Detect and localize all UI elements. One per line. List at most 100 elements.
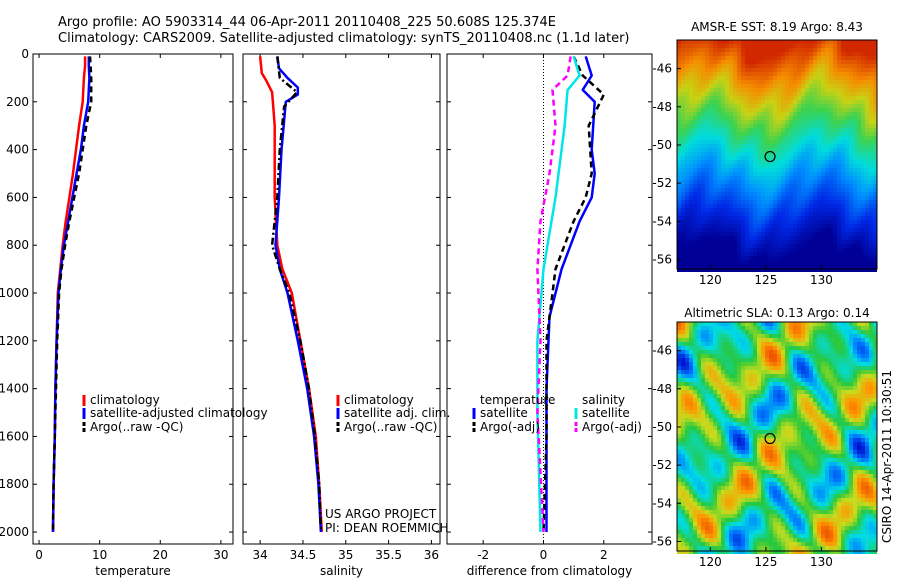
map-cell (829, 40, 833, 44)
map-cell (821, 252, 825, 256)
map-cell (853, 88, 857, 92)
map-cell (773, 422, 777, 426)
map-cell (813, 188, 817, 192)
map-cell (809, 204, 813, 208)
map-cell (781, 220, 785, 224)
map-cell (825, 268, 829, 272)
map-cell (741, 374, 745, 378)
map-cell (813, 418, 817, 422)
map-cell (849, 232, 853, 236)
map-cell (829, 72, 833, 76)
map-cell (857, 390, 861, 394)
map-cell (825, 244, 829, 248)
map-cell (841, 204, 845, 208)
map-cell (829, 430, 833, 434)
map-cell (745, 264, 749, 268)
map-cell (865, 244, 869, 248)
map-cell (873, 414, 877, 418)
map-cell (729, 454, 733, 458)
map-cell (841, 216, 845, 220)
map-cell (741, 152, 745, 156)
map-cell (769, 386, 773, 390)
map-cell (749, 68, 753, 72)
map-cell (693, 470, 697, 474)
map-cell (685, 204, 689, 208)
map-cell (821, 84, 825, 88)
map-cell (713, 398, 717, 402)
map-cell (757, 394, 761, 398)
map-cell (761, 104, 765, 108)
legend-label: Argo(-adj) (480, 420, 540, 434)
map-cell (689, 390, 693, 394)
map-cell (781, 442, 785, 446)
map-cell (769, 410, 773, 414)
map-cell (689, 44, 693, 48)
map-cell (717, 160, 721, 164)
map-cell (797, 64, 801, 68)
map-cell (765, 204, 769, 208)
map-cell (697, 68, 701, 72)
map-cell (749, 248, 753, 252)
map-cell (817, 244, 821, 248)
map-cell (769, 264, 773, 268)
map-cell (697, 48, 701, 52)
map-cell (761, 450, 765, 454)
map-cell (721, 410, 725, 414)
map-cell (809, 124, 813, 128)
map-cell (757, 156, 761, 160)
map-cell (845, 386, 849, 390)
map-cell (681, 172, 685, 176)
x-tick-label: 10 (92, 548, 107, 562)
map-cell (745, 212, 749, 216)
map-cell (761, 414, 765, 418)
map-cell (865, 224, 869, 228)
map-cell (757, 180, 761, 184)
map-cell (709, 116, 713, 120)
map-cell (821, 462, 825, 466)
map-cell (729, 104, 733, 108)
map-cell (765, 244, 769, 248)
map-cell (765, 40, 769, 44)
map-cell (805, 260, 809, 264)
map-cell (853, 462, 857, 466)
x-axis-label: difference from climatology (467, 564, 633, 578)
map-cell (873, 44, 877, 48)
map-cell (857, 184, 861, 188)
map-cell (681, 168, 685, 172)
map-cell (697, 422, 701, 426)
map-cell (749, 188, 753, 192)
map-cell (821, 438, 825, 442)
map-cell (777, 394, 781, 398)
map-cell (837, 350, 841, 354)
map-cell (865, 350, 869, 354)
map-cell (793, 40, 797, 44)
map-cell (681, 104, 685, 108)
map-cell (705, 470, 709, 474)
map-cell (693, 180, 697, 184)
map-cell (733, 172, 737, 176)
map-cell (865, 220, 869, 224)
map-cell (785, 418, 789, 422)
map-cell (753, 362, 757, 366)
map-cell (821, 398, 825, 402)
map-cell (697, 350, 701, 354)
map-cell (693, 184, 697, 188)
map-cell (873, 128, 877, 132)
map-cell (873, 462, 877, 466)
map-cell (865, 374, 869, 378)
map-cell (765, 104, 769, 108)
map-cell (685, 68, 689, 72)
map-cell (809, 442, 813, 446)
map-cell (853, 92, 857, 96)
map-cell (813, 378, 817, 382)
map-cell (865, 68, 869, 72)
map-cell (729, 124, 733, 128)
map-cell (721, 40, 725, 44)
map-cell (741, 402, 745, 406)
map-cell (721, 354, 725, 358)
map-cell (817, 40, 821, 44)
map-cell (753, 322, 757, 326)
map-cell (801, 422, 805, 426)
map-cell (829, 402, 833, 406)
